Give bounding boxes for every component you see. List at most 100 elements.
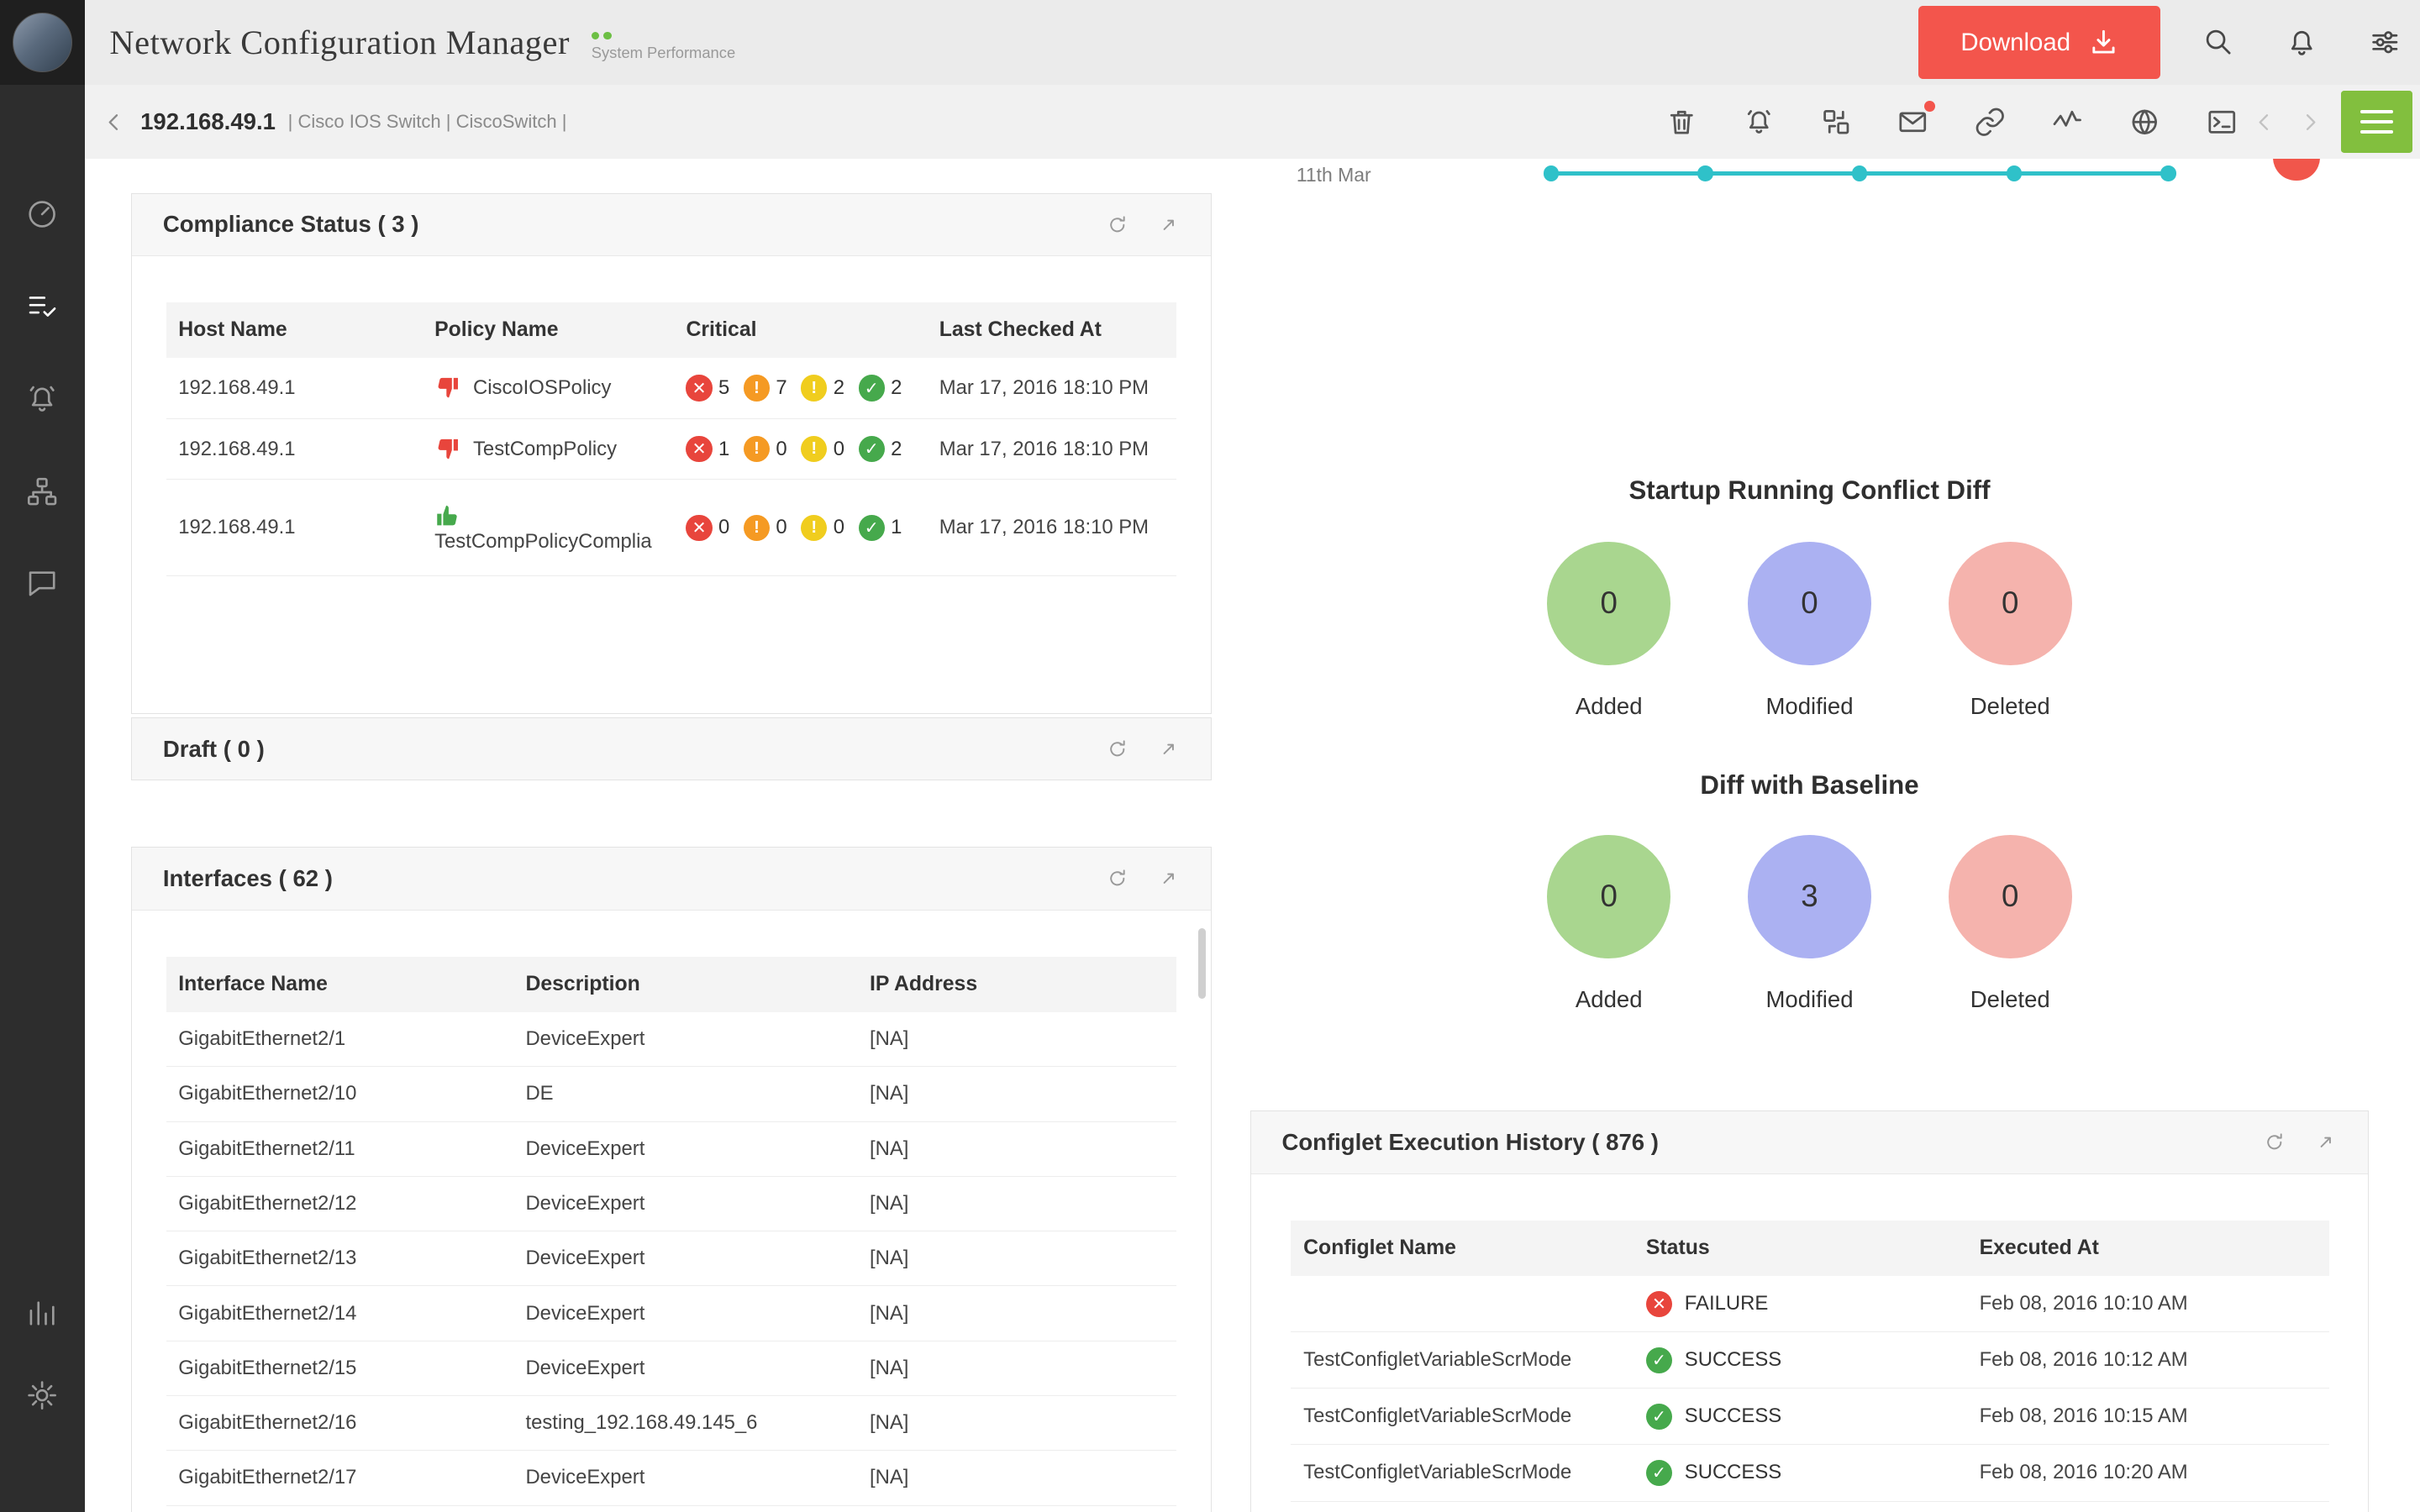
status-text: SUCCESS	[1684, 1348, 1782, 1372]
link-icon[interactable]	[1974, 106, 2007, 139]
activity-icon[interactable]	[2051, 106, 2084, 139]
alarm-bell-icon[interactable]	[1743, 106, 1776, 139]
globe-icon[interactable]	[2128, 106, 2161, 139]
refresh-icon[interactable]	[1106, 867, 1129, 890]
system-performance-indicator[interactable]: System Performance	[591, 31, 736, 63]
dashboard-gauge-icon[interactable]	[0, 196, 85, 231]
interface-row[interactable]: GigabitEthernet2/17 DeviceExpert [NA]	[166, 1451, 1177, 1506]
configlet-row[interactable]: TestConfigletVariableScrMode ✓ SUCCESS Feb …	[1291, 1332, 2330, 1389]
gear-icon[interactable]	[0, 1378, 85, 1413]
mail-icon[interactable]	[1897, 101, 1936, 139]
ok-icon: ✓	[858, 514, 885, 542]
chevron-left-icon[interactable]	[2250, 108, 2278, 136]
ip-address-cell: [NA]	[870, 1466, 909, 1489]
configlet-row[interactable]: TestConfigletVariableScrMode ✓ SUCCESS Feb …	[1291, 1389, 2330, 1446]
description-cell: DeviceExpert	[525, 1466, 645, 1489]
timeline-point	[1852, 165, 1868, 181]
added-label: Added	[1575, 985, 1643, 1012]
user-avatar[interactable]	[0, 0, 86, 86]
conflict-added-circle: 0	[1547, 541, 1671, 665]
compliance-row[interactable]: 192.168.49.1 CiscoIOSPolicy ✕ 5! 7! 2 ✓ 2 Mar 17…	[166, 358, 1177, 419]
description-cell: DeviceExpert	[525, 1301, 645, 1325]
configlet-table-header: Configlet Name Status Executed At	[1291, 1220, 2330, 1277]
expand-icon[interactable]	[1157, 738, 1181, 761]
device-meta: | Cisco IOS Switch | CiscoSwitch |	[287, 111, 567, 133]
column-header: Critical	[686, 318, 757, 342]
interface-row[interactable]: GigabitEthernet2/12 DeviceExpert [NA]	[166, 1177, 1177, 1232]
executed-at-cell: Feb 08, 2016 10:12 AM	[1979, 1348, 2188, 1372]
description-cell: DeviceExpert	[525, 1027, 645, 1051]
interface-row[interactable]: GigabitEthernet2/16 testing_192.168.49.14…	[166, 1396, 1177, 1452]
interface-name-cell: GigabitEthernet2/12	[178, 1191, 357, 1215]
compare-config-icon[interactable]	[1820, 106, 1853, 139]
success-icon: ✓	[1645, 1347, 1673, 1373]
interface-row[interactable]: GigabitEthernet2/1 DeviceExpert [NA]	[166, 1012, 1177, 1068]
critical-icon: ✕	[686, 375, 713, 402]
refresh-icon[interactable]	[1106, 213, 1129, 237]
thumbs-down-icon	[434, 375, 460, 401]
table-scrollbar[interactable]	[1198, 927, 1207, 1000]
expand-icon[interactable]	[1157, 213, 1181, 237]
compliance-card: Compliance Status ( 3 ) Host Name Policy…	[131, 192, 1212, 715]
compliance-row[interactable]: 192.168.49.1 TestCompPolicyComplia ✕ 0! 0! 0 ✓…	[166, 480, 1177, 577]
deleted-label: Deleted	[1970, 985, 2050, 1012]
column-header: Host Name	[178, 318, 287, 342]
menu-hamburger-icon[interactable]	[2341, 91, 2412, 153]
success-icon: ✓	[1645, 1459, 1673, 1487]
severity-count: 2	[891, 376, 902, 400]
performance-dots	[591, 31, 735, 39]
ip-address-cell: [NA]	[870, 1247, 909, 1270]
deleted-label: Deleted	[1970, 692, 2050, 719]
interface-row[interactable]: GigabitEthernet2/13 DeviceExpert [NA]	[166, 1231, 1177, 1287]
chevron-right-icon[interactable]	[2296, 108, 2324, 136]
topology-icon[interactable]	[0, 474, 85, 509]
settings-sliders-icon[interactable]	[2369, 26, 2402, 59]
status-text: SUCCESS	[1684, 1404, 1782, 1428]
ip-address-cell: [NA]	[870, 1191, 909, 1215]
last-checked-cell: Mar 17, 2016 18:10 PM	[939, 516, 1150, 539]
compliance-list-check-icon[interactable]	[0, 288, 85, 323]
device-name: 192.168.49.1	[140, 108, 276, 135]
conflict-deleted-circle: 0	[1948, 541, 2072, 665]
trash-icon[interactable]	[1665, 106, 1698, 139]
download-button[interactable]: Download	[1918, 6, 2161, 79]
ok-icon: ✓	[858, 436, 885, 463]
baseline-added-circle: 0	[1547, 834, 1671, 958]
critical-icon: ✕	[686, 514, 713, 542]
bell-icon[interactable]	[2286, 26, 2318, 59]
chat-icon[interactable]	[0, 564, 85, 600]
configlet-row[interactable]: TestConfigletVariableScrMode ✓ SUCCESS Feb …	[1291, 1445, 2330, 1502]
severity-count: 0	[776, 516, 787, 539]
description-cell: DE	[525, 1082, 554, 1105]
search-icon[interactable]	[2202, 26, 2235, 59]
compliance-row[interactable]: 192.168.49.1 TestCompPolicy ✕ 1! 0! 0 ✓ 2 Mar 17…	[166, 419, 1177, 480]
reports-chart-icon[interactable]	[0, 1294, 85, 1330]
expand-icon[interactable]	[2314, 1131, 2338, 1154]
critical-cell: ✕ 1! 0! 0 ✓ 2	[674, 436, 927, 463]
refresh-icon[interactable]	[2263, 1131, 2286, 1154]
performance-label: System Performance	[591, 44, 736, 62]
major-icon: !	[743, 436, 771, 463]
configlet-row[interactable]: ✕ FAILURE Feb 08, 2016 10:10 AM	[1291, 1276, 2330, 1333]
critical-cell: ✕ 0! 0! 0 ✓ 1	[674, 514, 927, 542]
column-header: Status	[1645, 1236, 1710, 1259]
terminal-icon[interactable]	[2206, 106, 2238, 139]
refresh-icon[interactable]	[1106, 738, 1129, 761]
timeline-point	[1697, 165, 1713, 181]
back-chevron-icon[interactable]	[100, 108, 128, 136]
failure-icon: ✕	[1645, 1290, 1673, 1317]
interface-name-cell: GigabitEthernet2/1	[178, 1027, 346, 1051]
severity-count: 0	[833, 437, 845, 460]
interface-row[interactable]: GigabitEthernet2/11 DeviceExpert [NA]	[166, 1122, 1177, 1177]
expand-icon[interactable]	[1157, 867, 1181, 890]
configlet-name-cell: TestConfigletVariableScrMode	[1303, 1404, 1572, 1428]
interface-name-cell: GigabitEthernet2/17	[178, 1466, 357, 1489]
interface-row[interactable]: GigabitEthernet2/15 DeviceExpert [NA]	[166, 1341, 1177, 1396]
severity-count: 1	[891, 516, 902, 539]
interface-row[interactable]: GigabitEthernet2/14 DeviceExpert [NA]	[166, 1286, 1177, 1341]
interface-row[interactable]: GigabitEthernet2/10 DE [NA]	[166, 1067, 1177, 1122]
alarm-bell-icon[interactable]	[0, 381, 85, 417]
timeline-point	[1543, 165, 1560, 181]
minor-icon: !	[801, 514, 828, 542]
